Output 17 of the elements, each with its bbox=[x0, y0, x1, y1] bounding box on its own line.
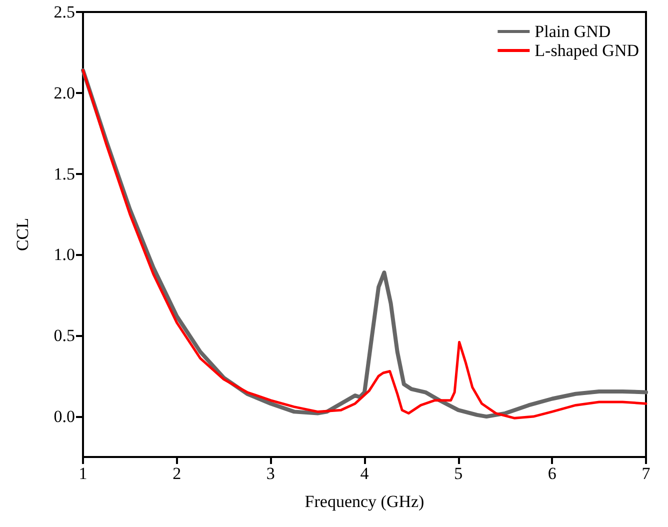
y-tick-label: 2.0 bbox=[54, 83, 75, 102]
y-tick-label: 1.0 bbox=[54, 245, 75, 264]
x-tick-label: 7 bbox=[642, 464, 651, 483]
x-tick-label: 2 bbox=[172, 464, 182, 483]
x-tick-label: 5 bbox=[454, 464, 463, 483]
x-tick-label: 6 bbox=[548, 464, 556, 483]
x-tick-label: 1 bbox=[78, 464, 88, 483]
x-tick-label: 3 bbox=[266, 464, 275, 483]
legend-label: Plain GND bbox=[534, 22, 611, 41]
y-axis-title: CCL bbox=[13, 218, 32, 252]
x-tick-label: 4 bbox=[360, 464, 370, 483]
y-tick-label: 0.0 bbox=[54, 407, 75, 426]
x-axis-title: Frequency (GHz) bbox=[304, 492, 424, 511]
y-tick-label: 1.5 bbox=[54, 164, 75, 184]
y-tick-label: 2.5 bbox=[54, 2, 75, 22]
y-tick-label: 0.5 bbox=[54, 326, 75, 346]
legend-label: L-shaped GND bbox=[534, 41, 640, 60]
